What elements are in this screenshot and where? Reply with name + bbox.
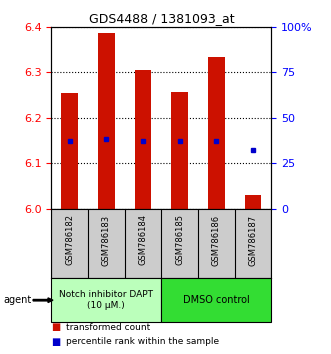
Bar bbox=[61, 93, 78, 209]
Text: GSM786185: GSM786185 bbox=[175, 215, 184, 266]
Text: GSM786182: GSM786182 bbox=[65, 215, 74, 266]
Bar bbox=[51, 278, 161, 322]
Title: GDS4488 / 1381093_at: GDS4488 / 1381093_at bbox=[89, 12, 234, 25]
Bar bbox=[135, 70, 151, 209]
Bar bbox=[208, 57, 225, 209]
Text: GSM786183: GSM786183 bbox=[102, 215, 111, 266]
Bar bbox=[161, 278, 271, 322]
Text: GSM786187: GSM786187 bbox=[249, 215, 258, 266]
Text: ■: ■ bbox=[51, 337, 61, 347]
Bar bbox=[171, 92, 188, 209]
Text: ■: ■ bbox=[51, 322, 61, 332]
Bar bbox=[245, 195, 261, 209]
Text: DMSO control: DMSO control bbox=[183, 295, 250, 305]
Text: GSM786186: GSM786186 bbox=[212, 215, 221, 266]
Text: GSM786184: GSM786184 bbox=[138, 215, 148, 266]
Text: transformed count: transformed count bbox=[66, 323, 151, 332]
Text: Notch inhibitor DAPT
(10 μM.): Notch inhibitor DAPT (10 μM.) bbox=[59, 290, 153, 310]
Text: percentile rank within the sample: percentile rank within the sample bbox=[66, 337, 219, 346]
Bar bbox=[98, 33, 115, 209]
Text: agent: agent bbox=[3, 295, 31, 305]
